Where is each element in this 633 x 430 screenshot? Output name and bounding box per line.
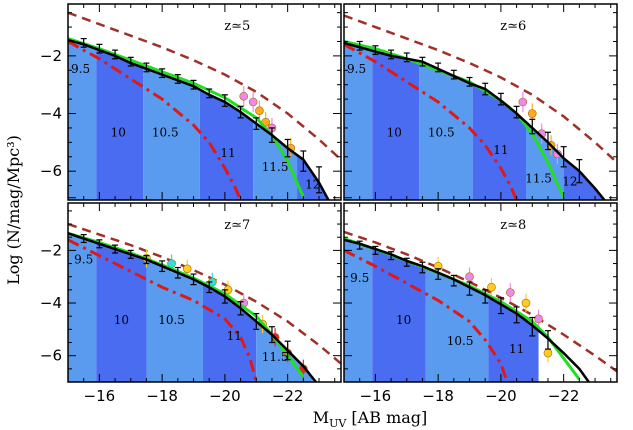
band-label: 12 — [305, 177, 320, 191]
panel: 9.5 10 10.5 11 11.5 −2 −4 −6 −16 −18 −20 −22 z≃7 — [40, 197, 342, 405]
panel: 9.5 10 10.5 11 11.5 12 −2 −4 −6 z≃5 — [40, 3, 342, 201]
x-tick-label: −22 — [272, 387, 304, 405]
obs-point — [527, 109, 537, 118]
red-dash-dot-line — [344, 249, 509, 382]
x-axis-title-rest: [AB mag] — [346, 408, 427, 427]
obs-point — [506, 288, 515, 297]
band-label: 9.5 — [347, 62, 366, 76]
panel-plot-area — [344, 203, 617, 382]
band-label: 10 — [387, 126, 402, 140]
panel-plot-area — [344, 4, 617, 200]
band-label: 11.5 — [262, 350, 289, 364]
y-axis-title: Log (N/mag/Mpc³) — [4, 135, 23, 285]
obs-point — [553, 149, 562, 159]
region-above-model — [68, 4, 341, 200]
y-tick-label: −4 — [40, 105, 62, 123]
red-dash-dot-line — [344, 43, 518, 200]
band-label: 11 — [220, 146, 235, 160]
region-above-model — [68, 203, 341, 382]
band-label: 10.5 — [447, 334, 474, 348]
band-label: 9.5 — [71, 62, 90, 76]
x-axis-title-main: M — [313, 408, 329, 427]
band-label: 11.5 — [262, 160, 289, 174]
panel-frame — [343, 202, 618, 383]
model-line — [344, 41, 606, 200]
x-tick-label: −20 — [485, 387, 517, 405]
panel-redshift-label: z≃7 — [224, 218, 250, 233]
obs-point — [465, 272, 474, 282]
panel: 9.5 10 10.5 11 11.5 12 z≃6 — [343, 3, 618, 201]
x-tick-label: −18 — [422, 387, 454, 405]
panel-plot-area — [68, 4, 341, 200]
panel-redshift-label: z≃8 — [500, 218, 526, 233]
dust-free-dashed-line — [68, 222, 341, 365]
band-label: 10 — [111, 126, 126, 140]
panel-frame — [67, 202, 342, 383]
obs-point — [487, 282, 496, 292]
obs-point — [248, 97, 258, 107]
y-tick-label: −6 — [40, 347, 62, 365]
band-label: 11 — [227, 329, 242, 343]
band-label: 10 — [114, 313, 129, 327]
band-label: 10.5 — [152, 126, 179, 140]
obs-point — [518, 97, 528, 107]
x-tick-label: −18 — [146, 387, 178, 405]
y-tick-label: −4 — [40, 294, 62, 312]
model-line — [68, 38, 330, 200]
band-label: 11 — [509, 342, 524, 356]
x-tick-label: −16 — [84, 387, 116, 405]
band-label: 11.5 — [525, 172, 552, 186]
obs-point — [239, 91, 249, 101]
band-label: 10 — [396, 313, 411, 327]
y-tick-label: −6 — [40, 162, 62, 180]
panel: 9.5 10 10.5 11 −16 −18 −20 −22 z≃8 — [343, 197, 618, 405]
x-tick-label: −22 — [548, 387, 580, 405]
dust-free-dashed-line — [344, 14, 617, 164]
x-axis-title: MUV [AB mag] — [313, 408, 428, 430]
panel-frame — [67, 3, 342, 201]
band-label: 12 — [562, 175, 577, 189]
obs-point — [534, 314, 543, 324]
panel-redshift-label: z≃6 — [500, 19, 526, 34]
x-tick-label: −16 — [360, 387, 392, 405]
x-axis-title-sub: UV — [329, 417, 347, 430]
panels-layer: 9.5 10 10.5 11 11.5 12 −2 −4 −6 z≃5 9.5 10 10.5 11 11.… — [40, 3, 618, 405]
band-label: 10.5 — [428, 126, 455, 140]
dust-free-dashed-line — [68, 11, 341, 161]
x-tick-label: −20 — [209, 387, 241, 405]
obs-point — [521, 298, 531, 308]
panel-plot-area — [68, 203, 341, 382]
y-tick-label: −2 — [40, 47, 62, 65]
band-label: 11 — [493, 143, 508, 157]
y-tick-label: −2 — [40, 241, 62, 259]
panel-frame — [343, 3, 618, 201]
obs-point — [182, 264, 192, 274]
band-label: 9.5 — [350, 271, 369, 285]
red-dash-dot-line — [68, 40, 242, 200]
panel-redshift-label: z≃5 — [224, 19, 250, 34]
band-label: 10.5 — [158, 313, 185, 327]
region-above-model — [344, 4, 617, 200]
band-label: 9.5 — [74, 253, 93, 267]
obs-point — [255, 106, 264, 115]
obs-point — [543, 348, 553, 358]
